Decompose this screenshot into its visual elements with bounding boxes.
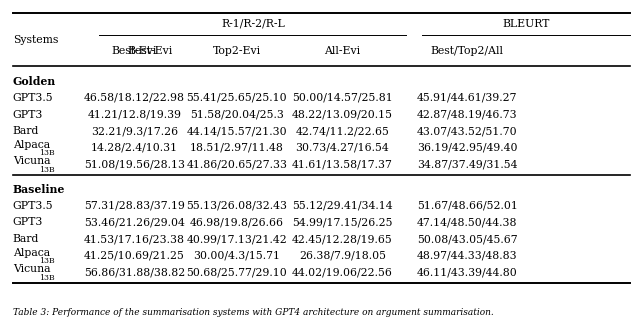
Text: 48.97/44.33/48.83: 48.97/44.33/48.83 xyxy=(417,251,518,261)
Text: Systems: Systems xyxy=(13,35,58,44)
Text: BLEURT: BLEURT xyxy=(502,19,550,29)
Text: 54.99/17.15/26.25: 54.99/17.15/26.25 xyxy=(292,217,393,227)
Text: Best-Evi: Best-Evi xyxy=(128,46,173,56)
Text: 46.98/19.8/26.66: 46.98/19.8/26.66 xyxy=(190,217,284,227)
Text: GPT3: GPT3 xyxy=(13,110,43,120)
Text: 56.86/31.88/38.82: 56.86/31.88/38.82 xyxy=(84,267,185,277)
Text: 50.00/14.57/25.81: 50.00/14.57/25.81 xyxy=(292,93,393,103)
Text: Bard: Bard xyxy=(13,126,39,136)
Text: 51.58/20.04/25.3: 51.58/20.04/25.3 xyxy=(190,110,284,120)
Text: 34.87/37.49/31.54: 34.87/37.49/31.54 xyxy=(417,159,518,169)
Text: Best/Top2/All: Best/Top2/All xyxy=(431,46,504,56)
Text: 45.91/44.61/39.27: 45.91/44.61/39.27 xyxy=(417,93,518,103)
Text: Alpaca: Alpaca xyxy=(13,248,50,258)
Text: 30.73/4.27/16.54: 30.73/4.27/16.54 xyxy=(296,143,389,153)
Text: 50.08/43.05/45.67: 50.08/43.05/45.67 xyxy=(417,234,518,244)
Text: 13B: 13B xyxy=(39,166,54,174)
Text: Alpaca: Alpaca xyxy=(13,140,50,150)
Text: 41.53/17.16/23.38: 41.53/17.16/23.38 xyxy=(84,234,185,244)
Text: 32.21/9.3/17.26: 32.21/9.3/17.26 xyxy=(91,126,178,136)
Text: 44.14/15.57/21.30: 44.14/15.57/21.30 xyxy=(186,126,287,136)
Text: 48.22/13.09/20.15: 48.22/13.09/20.15 xyxy=(292,110,393,120)
Text: 30.00/4.3/15.71: 30.00/4.3/15.71 xyxy=(193,251,280,261)
Text: GPT3.5: GPT3.5 xyxy=(13,201,53,211)
Text: GPT3: GPT3 xyxy=(13,217,43,227)
Text: 47.14/48.50/44.38: 47.14/48.50/44.38 xyxy=(417,217,518,227)
Text: 36.19/42.95/49.40: 36.19/42.95/49.40 xyxy=(417,143,518,153)
Text: 13B: 13B xyxy=(39,257,54,265)
Text: 55.13/26.08/32.43: 55.13/26.08/32.43 xyxy=(186,201,287,211)
Text: GPT3.5: GPT3.5 xyxy=(13,93,53,103)
Text: R-1/R-2/R-L: R-1/R-2/R-L xyxy=(221,19,285,29)
Text: 55.41/25.65/25.10: 55.41/25.65/25.10 xyxy=(186,93,287,103)
Text: 46.11/43.39/44.80: 46.11/43.39/44.80 xyxy=(417,267,518,277)
Text: 42.45/12.28/19.65: 42.45/12.28/19.65 xyxy=(292,234,393,244)
Text: 55.12/29.41/34.14: 55.12/29.41/34.14 xyxy=(292,201,393,211)
Text: 51.67/48.66/52.01: 51.67/48.66/52.01 xyxy=(417,201,518,211)
Text: Bard: Bard xyxy=(13,234,39,244)
Text: 51.08/19.56/28.13: 51.08/19.56/28.13 xyxy=(84,159,185,169)
Text: Golden: Golden xyxy=(13,76,56,87)
Text: All-Evi: All-Evi xyxy=(324,46,360,56)
Text: Best-Evi: Best-Evi xyxy=(112,46,157,56)
Text: 42.87/48.19/46.73: 42.87/48.19/46.73 xyxy=(417,110,518,120)
Text: Vicuna: Vicuna xyxy=(13,156,51,166)
Text: 41.61/13.58/17.37: 41.61/13.58/17.37 xyxy=(292,159,393,169)
Text: 18.51/2.97/11.48: 18.51/2.97/11.48 xyxy=(190,143,284,153)
Text: 26.38/7.9/18.05: 26.38/7.9/18.05 xyxy=(299,251,386,261)
Text: 43.07/43.52/51.70: 43.07/43.52/51.70 xyxy=(417,126,518,136)
Text: 44.02/19.06/22.56: 44.02/19.06/22.56 xyxy=(292,267,393,277)
Text: Baseline: Baseline xyxy=(13,184,65,195)
Text: 40.99/17.13/21.42: 40.99/17.13/21.42 xyxy=(186,234,287,244)
Text: 13B: 13B xyxy=(39,149,54,157)
Text: 41.21/12.8/19.39: 41.21/12.8/19.39 xyxy=(88,110,181,120)
Text: 42.74/11.2/22.65: 42.74/11.2/22.65 xyxy=(296,126,389,136)
Text: Vicuna: Vicuna xyxy=(13,264,51,274)
Text: Table 3: Performance of the summarisation systems with GPT4 architecture on argu: Table 3: Performance of the summarisatio… xyxy=(13,307,493,317)
Text: 46.58/18.12/22.98: 46.58/18.12/22.98 xyxy=(84,93,185,103)
Text: 13B: 13B xyxy=(39,274,54,282)
Text: 50.68/25.77/29.10: 50.68/25.77/29.10 xyxy=(186,267,287,277)
Text: Top2-Evi: Top2-Evi xyxy=(212,46,261,56)
Text: 53.46/21.26/29.04: 53.46/21.26/29.04 xyxy=(84,217,185,227)
Text: 14.28/2.4/10.31: 14.28/2.4/10.31 xyxy=(91,143,178,153)
Text: 57.31/28.83/37.19: 57.31/28.83/37.19 xyxy=(84,201,185,211)
Text: 41.86/20.65/27.33: 41.86/20.65/27.33 xyxy=(186,159,287,169)
Text: 41.25/10.69/21.25: 41.25/10.69/21.25 xyxy=(84,251,185,261)
